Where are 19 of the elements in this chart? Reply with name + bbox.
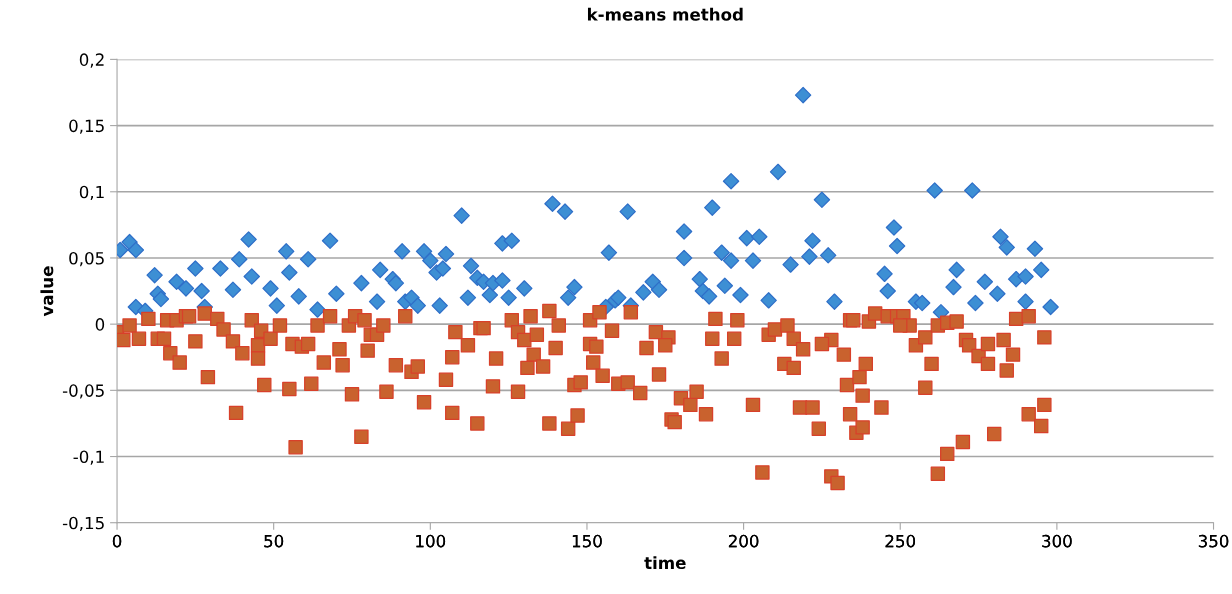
x-tick-label: 50 [264,534,284,548]
y-tick-label: 0 [95,318,105,331]
x-tick-label: 300 [1042,534,1072,548]
x-tick-label: 150 [572,534,602,548]
y-tick-label: 0,2 [79,53,104,68]
y-tick-label: -0,1 [73,450,104,465]
chart-title: k-means method [587,7,743,21]
x-tick-label: 200 [728,534,759,548]
x-tick-label: 350 [1198,534,1229,548]
x-tick-label: 0 [112,534,122,548]
y-axis-title: value [40,266,54,317]
x-tick-label: 250 [885,534,916,548]
y-tick-label: -0,15 [62,516,104,531]
y-tick-label: 0,05 [69,251,104,267]
x-axis-title: time [644,556,686,570]
y-tick-label: 0,15 [69,119,104,134]
y-tick-label: -0,05 [62,384,104,399]
y-tick-label: 0,1 [79,185,104,201]
x-tick-label: 100 [416,534,446,548]
